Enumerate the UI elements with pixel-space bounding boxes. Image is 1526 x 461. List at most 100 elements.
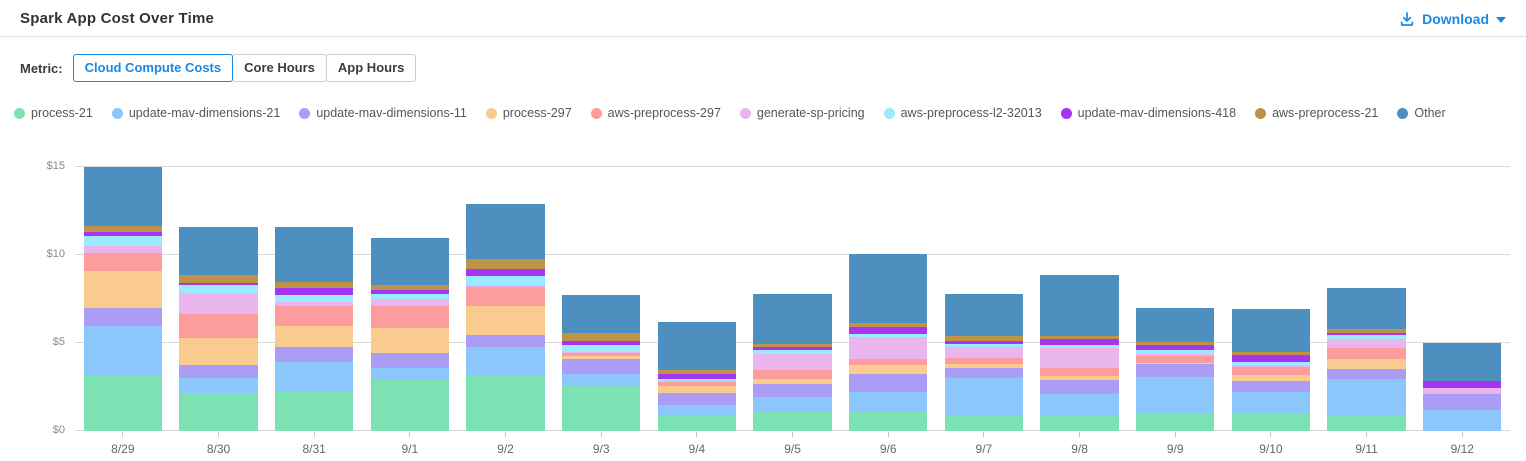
legend-dot <box>1255 107 1267 119</box>
x-axis-date-label: 9/3 <box>592 442 610 456</box>
x-axis-date-label: 9/7 <box>975 442 993 456</box>
page-title: Spark App Cost Over Time <box>20 10 215 27</box>
legend-item-process-21[interactable]: process-21 <box>14 106 93 120</box>
bar-segment-update-mav-dimensions-11 <box>1040 380 1119 395</box>
metric-option-core-hours[interactable]: Core Hours <box>232 54 327 82</box>
metric-toggle-group: Cloud Compute Costs Core Hours App Hours <box>72 54 417 82</box>
bar-stack-9-1 <box>370 237 450 431</box>
legend-item-other[interactable]: Other <box>1397 106 1446 120</box>
bar-segment-update-mav-dimensions-21 <box>753 397 832 413</box>
bar-stack-8-29 <box>83 166 163 431</box>
bar-segment-aws-preprocess-l2-32013 <box>944 344 1024 348</box>
bar-segment-other <box>274 226 354 283</box>
bar-segment-process-297 <box>274 325 354 348</box>
bar-segment-update-mav-dimensions-21 <box>1136 377 1215 414</box>
bar-segment-update-mav-dimensions-418 <box>466 268 545 277</box>
bar-segment-aws-preprocess-21 <box>1136 342 1215 346</box>
bar-segment-update-mav-dimensions-21 <box>466 347 545 376</box>
bar-segment-aws-preprocess-21 <box>179 275 258 283</box>
legend-item-generate-sp-pricing[interactable]: generate-sp-pricing <box>739 106 865 120</box>
bar-segment-other <box>944 294 1024 337</box>
legend-item-aws-preprocess-21[interactable]: aws-preprocess-21 <box>1255 106 1378 120</box>
x-axis-column: 9/8 <box>1032 432 1128 456</box>
bar-segment-aws-preprocess-l2-32013 <box>83 236 163 247</box>
bar-column-9-8 <box>1032 155 1128 431</box>
bar-column-8-30 <box>171 155 267 431</box>
x-axis-date-label: 9/8 <box>1071 442 1088 456</box>
bar-segment-generate-sp-pricing <box>561 352 641 354</box>
bar-segment-update-mav-dimensions-21 <box>1327 379 1406 416</box>
bar-column-9-9 <box>1127 155 1223 431</box>
bar-segment-aws-preprocess-297 <box>1327 347 1406 359</box>
bar-stack-9-12 <box>1423 342 1502 431</box>
bar-segment-update-mav-dimensions-21 <box>1231 391 1311 414</box>
bar-stack-9-5 <box>753 294 832 431</box>
x-axis-tick <box>1079 432 1081 437</box>
legend-item-aws-preprocess-297[interactable]: aws-preprocess-297 <box>590 106 721 120</box>
bar-stack-9-3 <box>561 295 641 431</box>
legend-dot <box>883 107 895 119</box>
bar-segment-update-mav-dimensions-11 <box>753 383 832 398</box>
bar-segment-aws-preprocess-21 <box>657 370 737 374</box>
gridline-15: $15 <box>47 160 1510 172</box>
bar-segment-update-mav-dimensions-11 <box>370 352 450 368</box>
y-axis-label: $5 <box>52 336 65 348</box>
bar-segment-aws-preprocess-l2-32013 <box>1231 362 1311 365</box>
bar-stack-9-11 <box>1327 287 1406 431</box>
x-axis-tick <box>600 432 602 437</box>
legend-item-process-297[interactable]: process-297 <box>485 106 572 120</box>
x-axis-column: 9/1 <box>362 432 458 456</box>
bar-segment-other <box>561 295 641 333</box>
legend-item-update-mav-dimensions-418[interactable]: update-mav-dimensions-418 <box>1060 106 1236 120</box>
bar-segment-update-mav-dimensions-418 <box>561 341 641 346</box>
legend-dot <box>1060 107 1072 119</box>
bar-stack-9-2 <box>466 204 545 431</box>
x-axis-column: 9/10 <box>1223 432 1319 456</box>
bar-segment-generate-sp-pricing <box>370 298 450 307</box>
bar-segment-process-297 <box>1040 376 1119 381</box>
legend-item-update-mav-dimensions-11[interactable]: update-mav-dimensions-11 <box>299 106 467 120</box>
x-axis-date-label: 8/29 <box>111 442 135 456</box>
bar-segment-aws-preprocess-297 <box>753 369 832 380</box>
bar-segment-aws-preprocess-21 <box>274 282 354 289</box>
x-axis-column: 9/5 <box>745 432 841 456</box>
bar-segment-aws-preprocess-l2-32013 <box>274 295 354 303</box>
bar-segment-generate-sp-pricing <box>179 293 258 315</box>
bar-segment-update-mav-dimensions-418 <box>274 288 354 296</box>
bar-segment-update-mav-dimensions-418 <box>753 347 832 351</box>
bar-segment-aws-preprocess-l2-32013 <box>1136 349 1215 354</box>
bar-segment-aws-preprocess-21 <box>1327 328 1406 333</box>
legend-item-aws-preprocess-l2-32013[interactable]: aws-preprocess-l2-32013 <box>883 106 1042 120</box>
bar-column-8-31 <box>266 155 362 431</box>
x-axis: 8/29 8/30 8/31 9/1 9/2 9/3 9/4 9/5 9/6 9/7 9/8 9/9 9… <box>75 432 1510 456</box>
download-button[interactable]: Download <box>1399 11 1506 27</box>
bar-segment-process-21 <box>1040 414 1119 431</box>
bar-segment-other <box>1327 287 1406 329</box>
bar-segment-process-21 <box>370 379 450 431</box>
bar-segment-aws-preprocess-297 <box>1136 355 1215 363</box>
x-axis-tick <box>1174 432 1176 437</box>
bar-segment-update-mav-dimensions-21 <box>657 405 737 417</box>
bar-stack-9-8 <box>1040 275 1119 431</box>
metric-option-app-hours[interactable]: App Hours <box>325 54 417 82</box>
x-axis-column: 9/11 <box>1319 432 1415 456</box>
bar-segment-update-mav-dimensions-418 <box>179 282 258 286</box>
bar-segment-aws-preprocess-l2-32013 <box>1327 334 1406 339</box>
download-label: Download <box>1422 10 1489 27</box>
metric-option-cloud-compute-costs[interactable]: Cloud Compute Costs <box>72 54 234 82</box>
bar-segment-process-21 <box>274 390 354 431</box>
bar-segment-other <box>83 166 163 227</box>
bar-segment-process-297 <box>179 338 258 366</box>
bar-segment-aws-preprocess-297 <box>561 353 641 357</box>
bar-stack-9-7 <box>944 294 1024 431</box>
legend-item-update-mav-dimensions-21[interactable]: update-mav-dimensions-21 <box>111 106 280 120</box>
bar-segment-update-mav-dimensions-21 <box>179 378 258 393</box>
chart-legend: process-21 update-mav-dimensions-21 update… <box>0 82 1526 120</box>
x-axis-tick <box>218 432 219 437</box>
bar-segment-other <box>1423 342 1502 382</box>
download-icon <box>1399 11 1415 27</box>
bar-segment-process-297 <box>1231 375 1311 381</box>
bar-segment-aws-preprocess-21 <box>944 336 1024 342</box>
bar-segment-process-21 <box>657 416 737 431</box>
